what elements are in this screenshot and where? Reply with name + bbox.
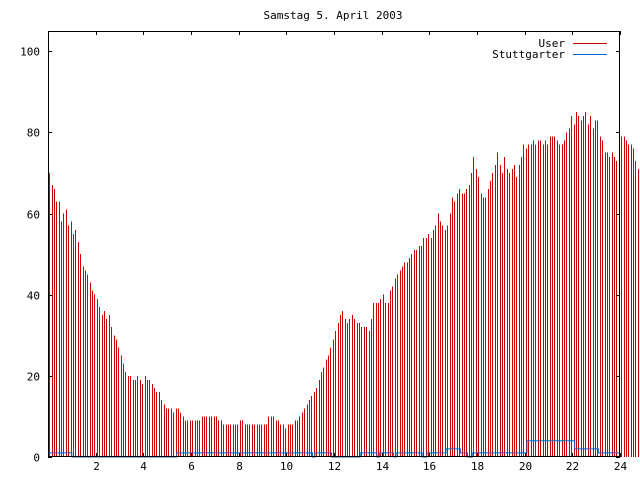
x-tick-label-8: 18 (471, 460, 484, 473)
x-tick-label-9: 20 (519, 460, 532, 473)
y-tick-label-5: 100 (20, 46, 40, 59)
user-series-bars (49, 112, 639, 457)
y-tick-label-4: 80 (27, 127, 40, 140)
x-tick-label-5: 12 (328, 460, 341, 473)
y-tick-label-3: 60 (27, 209, 40, 222)
x-tick-label-0: 2 (93, 460, 100, 473)
chart-title: Samstag 5. April 2003 (263, 9, 402, 22)
x-tick-label-1: 4 (140, 460, 147, 473)
y-tick-label-1: 20 (27, 371, 40, 384)
x-tick-label-6: 14 (376, 460, 390, 473)
legend-label-0: User (539, 37, 566, 50)
legend-label-1: Stuttgarter (492, 48, 565, 61)
x-tick-label-3: 8 (236, 460, 243, 473)
x-tick-label-4: 10 (280, 460, 293, 473)
y-tick-label-0: 0 (33, 452, 40, 465)
y-tick-label-2: 40 (27, 290, 40, 303)
x-tick-label-11: 24 (614, 460, 628, 473)
x-tick-label-2: 6 (188, 460, 195, 473)
x-tick-label-7: 16 (423, 460, 436, 473)
x-tick-label-10: 22 (566, 460, 579, 473)
